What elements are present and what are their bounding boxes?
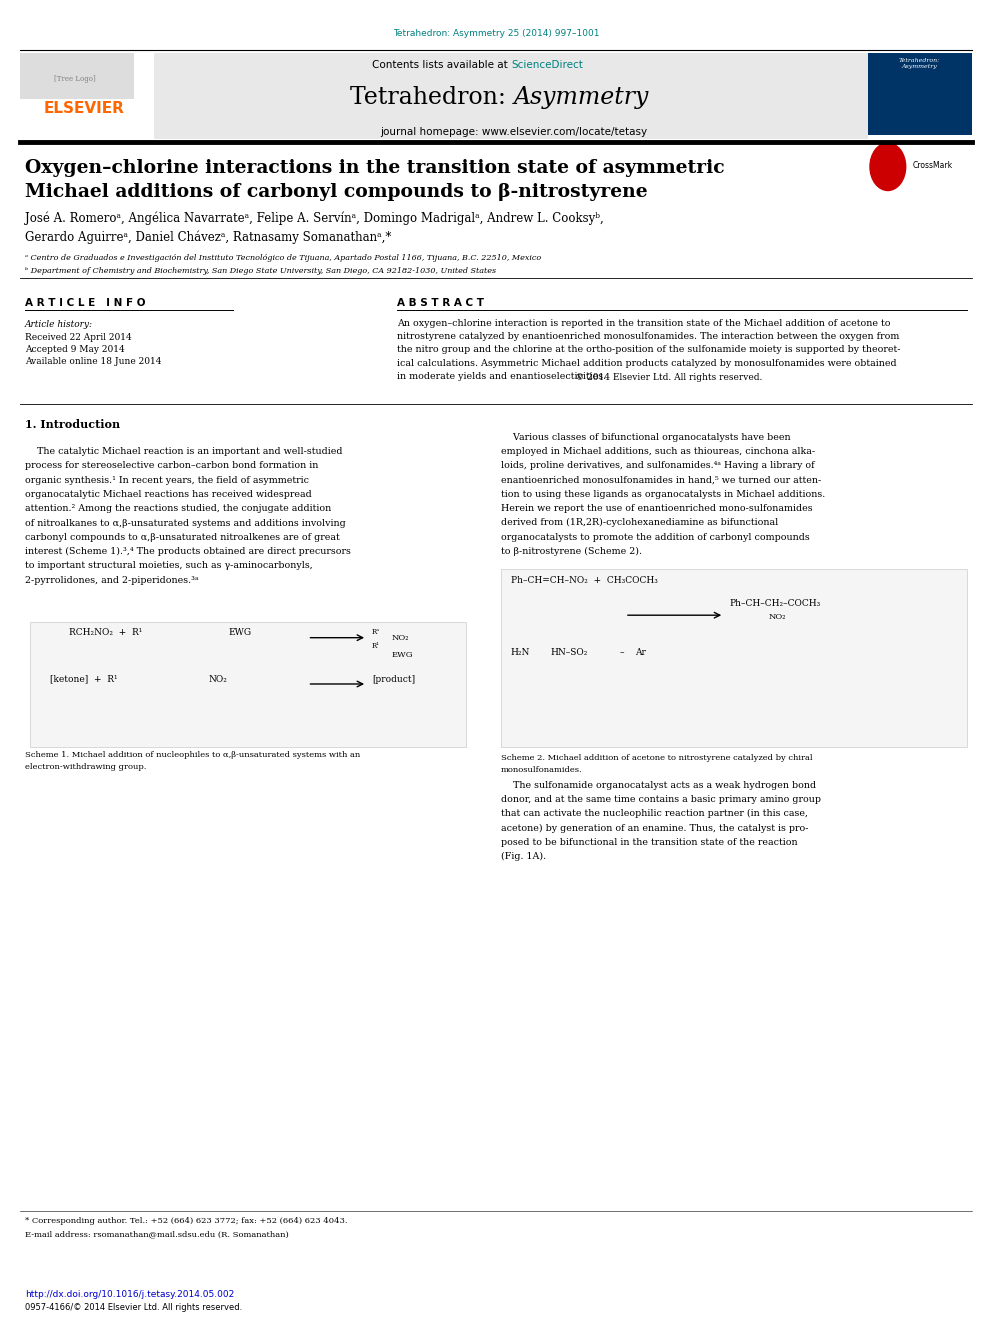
Text: Tetrahedron:: Tetrahedron: [350,86,514,108]
Text: Tetrahedron: Asymmetry 25 (2014) 997–1001: Tetrahedron: Asymmetry 25 (2014) 997–100… [393,29,599,38]
Text: journal homepage: www.elsevier.com/locate/tetasy: journal homepage: www.elsevier.com/locat… [380,127,648,138]
Text: Contents lists available at: Contents lists available at [372,60,511,70]
Text: HN–SO₂: HN–SO₂ [551,648,588,658]
Text: posed to be bifunctional in the transition state of the reaction: posed to be bifunctional in the transiti… [501,837,798,847]
Text: © 2014 Elsevier Ltd. All rights reserved.: © 2014 Elsevier Ltd. All rights reserved… [397,373,762,382]
Circle shape [870,143,906,191]
Text: Received 22 April 2014: Received 22 April 2014 [25,333,132,343]
Text: EWG: EWG [228,628,251,638]
Text: An oxygen–chlorine interaction is reported in the transition state of the Michae: An oxygen–chlorine interaction is report… [397,319,890,328]
FancyBboxPatch shape [154,53,868,139]
Text: monosulfonamides.: monosulfonamides. [501,766,582,774]
Text: H₂N: H₂N [511,648,531,658]
FancyBboxPatch shape [868,53,972,135]
Text: to important structural moieties, such as γ-aminocarbonyls,: to important structural moieties, such a… [25,561,312,570]
Text: The sulfonamide organocatalyst acts as a weak hydrogen bond: The sulfonamide organocatalyst acts as a… [501,781,816,790]
Text: Rᵃ: Rᵃ [372,628,380,636]
Text: organocatalytic Michael reactions has received widespread: organocatalytic Michael reactions has re… [25,490,311,499]
Text: NO₂: NO₂ [392,634,410,642]
Text: A B S T R A C T: A B S T R A C T [397,298,484,308]
Text: CrossMark: CrossMark [913,161,952,171]
Text: ELSEVIER: ELSEVIER [44,101,125,115]
Text: Tetrahedron:
Asymmetry: Tetrahedron: Asymmetry [899,58,940,69]
Text: Accepted 9 May 2014: Accepted 9 May 2014 [25,345,125,355]
Text: ScienceDirect: ScienceDirect [511,60,582,70]
Text: Ph–CH–CH₂–COCH₃: Ph–CH–CH₂–COCH₃ [729,599,820,609]
Text: The catalytic Michael reaction is an important and well-studied: The catalytic Michael reaction is an imp… [25,447,342,456]
Text: process for stereoselective carbon–carbon bond formation in: process for stereoselective carbon–carbo… [25,462,318,471]
Text: 1. Introduction: 1. Introduction [25,419,120,430]
Text: Scheme 1. Michael addition of nucleophiles to α,β-unsaturated systems with an: Scheme 1. Michael addition of nucleophil… [25,751,360,759]
Text: organocatalysts to promote the addition of carbonyl compounds: organocatalysts to promote the addition … [501,533,809,541]
Text: to β-nitrostyrene (Scheme 2).: to β-nitrostyrene (Scheme 2). [501,546,642,556]
Text: [product]: [product] [372,675,415,684]
Text: Ar: Ar [635,648,646,658]
Text: 0957-4166/© 2014 Elsevier Ltd. All rights reserved.: 0957-4166/© 2014 Elsevier Ltd. All right… [25,1303,242,1312]
Text: donor, and at the same time contains a basic primary amino group: donor, and at the same time contains a b… [501,795,821,804]
Text: carbonyl compounds to α,β-unsaturated nitroalkenes are of great: carbonyl compounds to α,β-unsaturated ni… [25,533,339,542]
Text: of nitroalkanes to α,β-unsaturated systems and additions involving: of nitroalkanes to α,β-unsaturated syste… [25,519,345,528]
Text: (Fig. 1A).: (Fig. 1A). [501,852,546,861]
Text: employed in Michael additions, such as thioureas, cinchona alka-: employed in Michael additions, such as t… [501,447,815,456]
Text: Oxygen–chlorine interactions in the transition state of asymmetric: Oxygen–chlorine interactions in the tran… [25,159,724,177]
Text: José A. Romeroᵃ, Angélica Navarrateᵃ, Felipe A. Servínᵃ, Domingo Madrigalᵃ, Andr: José A. Romeroᵃ, Angélica Navarrateᵃ, Fe… [25,212,603,225]
Text: R¹: R¹ [372,642,380,650]
Text: electron-withdrawing group.: electron-withdrawing group. [25,763,146,771]
Text: Gerardo Aguirreᵃ, Daniel Chávezᵃ, Ratnasamy Somanathanᵃ,*: Gerardo Aguirreᵃ, Daniel Chávezᵃ, Ratnas… [25,230,391,243]
Text: enantioenriched monosulfonamides in hand,⁵ we turned our atten-: enantioenriched monosulfonamides in hand… [501,475,821,484]
Text: Available online 18 June 2014: Available online 18 June 2014 [25,357,162,366]
Text: that can activate the nucleophilic reaction partner (in this case,: that can activate the nucleophilic react… [501,810,807,818]
Text: 2-pyrrolidones, and 2-piperidones.³ᵃ: 2-pyrrolidones, and 2-piperidones.³ᵃ [25,576,198,585]
Text: E-mail address: rsomanathan@mail.sdsu.edu (R. Somanathan): E-mail address: rsomanathan@mail.sdsu.ed… [25,1230,289,1238]
FancyBboxPatch shape [501,569,967,747]
FancyBboxPatch shape [20,53,134,99]
Text: * Corresponding author. Tel.: +52 (664) 623 3772; fax: +52 (664) 623 4043.: * Corresponding author. Tel.: +52 (664) … [25,1217,347,1225]
Text: A R T I C L E   I N F O: A R T I C L E I N F O [25,298,145,308]
FancyBboxPatch shape [30,622,466,747]
Text: NO₂: NO₂ [769,613,787,620]
Text: EWG: EWG [392,651,414,659]
Text: ᵃ Centro de Graduados e Investigación del Instituto Tecnológico de Tijuana, Apar: ᵃ Centro de Graduados e Investigación de… [25,254,541,262]
Text: NO₂: NO₂ [208,675,227,684]
Text: ᵇ Department of Chemistry and Biochemistry, San Diego State University, San Dieg: ᵇ Department of Chemistry and Biochemist… [25,267,496,275]
Text: Herein we report the use of enantioenriched mono-sulfonamides: Herein we report the use of enantioenric… [501,504,812,513]
Text: ical calculations. Asymmetric Michael addition products catalyzed by monosulfona: ical calculations. Asymmetric Michael ad… [397,359,897,368]
Text: Article history:: Article history: [25,320,93,329]
Text: nitrostyrene catalyzed by enantioenriched monosulfonamides. The interaction betw: nitrostyrene catalyzed by enantioenriche… [397,332,899,341]
Text: Scheme 2. Michael addition of acetone to nitrostyrene catalyzed by chiral: Scheme 2. Michael addition of acetone to… [501,754,812,762]
Text: tion to using these ligands as organocatalysts in Michael additions.: tion to using these ligands as organocat… [501,490,825,499]
Text: Various classes of bifunctional organocatalysts have been: Various classes of bifunctional organoca… [501,433,791,442]
Text: Asymmetry: Asymmetry [514,86,649,108]
Text: Ph–CH=CH–NO₂  +  CH₃COCH₃: Ph–CH=CH–NO₂ + CH₃COCH₃ [511,576,658,585]
Text: [Tree Logo]: [Tree Logo] [54,75,95,83]
Text: [ketone]  +  R¹: [ketone] + R¹ [50,675,117,684]
Text: loids, proline derivatives, and sulfonamides.⁴ᵃ Having a library of: loids, proline derivatives, and sulfonam… [501,462,814,470]
Text: attention.² Among the reactions studied, the conjugate addition: attention.² Among the reactions studied,… [25,504,331,513]
Text: Michael additions of carbonyl compounds to β-nitrostyrene: Michael additions of carbonyl compounds … [25,183,648,201]
Text: RCH₂NO₂  +  R¹: RCH₂NO₂ + R¹ [69,628,143,638]
Text: interest (Scheme 1).³,⁴ The products obtained are direct precursors: interest (Scheme 1).³,⁴ The products obt… [25,548,351,556]
Text: derived from (1R,2R)-cyclohexanediamine as bifunctional: derived from (1R,2R)-cyclohexanediamine … [501,519,778,528]
Text: acetone) by generation of an enamine. Thus, the catalyst is pro-: acetone) by generation of an enamine. Th… [501,823,808,832]
Text: organic synthesis.¹ In recent years, the field of asymmetric: organic synthesis.¹ In recent years, the… [25,476,309,484]
Text: in moderate yields and enantioselectivities.: in moderate yields and enantioselectivit… [397,372,606,381]
Text: http://dx.doi.org/10.1016/j.tetasy.2014.05.002: http://dx.doi.org/10.1016/j.tetasy.2014.… [25,1290,234,1299]
Text: –: – [620,648,625,658]
Text: the nitro group and the chlorine at the ortho-position of the sulfonamide moiety: the nitro group and the chlorine at the … [397,345,901,355]
